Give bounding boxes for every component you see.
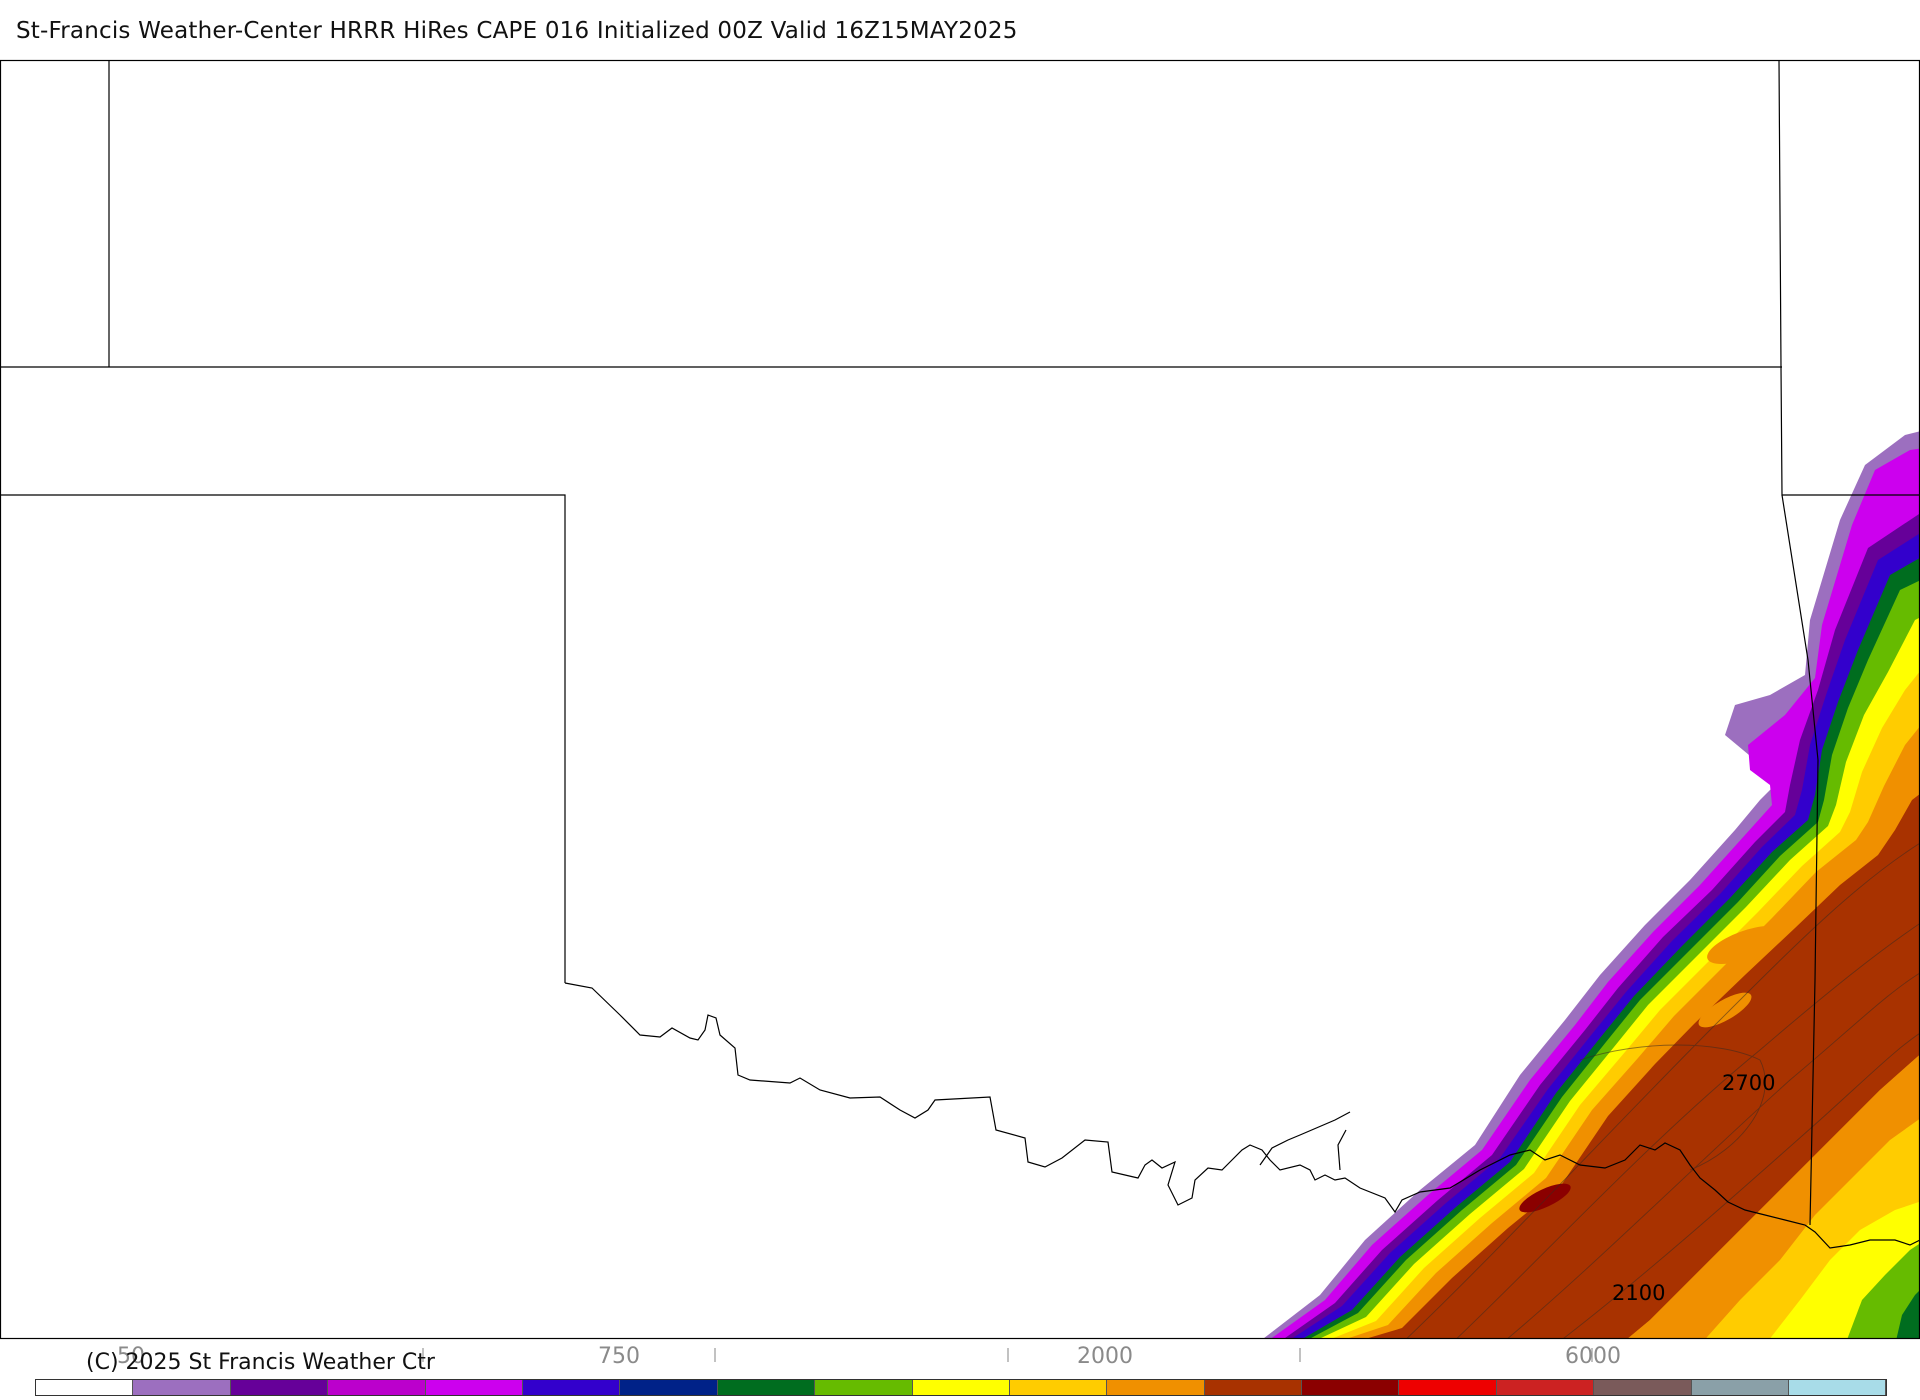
colorbar-swatch: [1399, 1380, 1497, 1395]
copyright-text: (C) 2025 St Francis Weather Ctr: [86, 1350, 435, 1375]
contour-label: 2700: [1722, 1071, 1775, 1095]
cape-band-rust: [1365, 793, 1920, 1339]
colorbar-swatch: [1204, 1380, 1303, 1395]
colorbar-swatch: [620, 1380, 718, 1395]
colorbar-swatch: [328, 1380, 426, 1395]
colorbar-tick-label: 2000: [1077, 1344, 1133, 1369]
cape-max-cell: [1519, 1183, 1571, 1213]
colorbar-swatch: [133, 1380, 231, 1395]
colorbar-swatch: [1009, 1380, 1108, 1395]
colorbar-swatch: [912, 1380, 1010, 1395]
colorbar-swatch: [36, 1380, 134, 1395]
colorbar-swatch: [815, 1380, 913, 1395]
cape-band-green-inner: [1896, 1290, 1920, 1339]
cape-fill-layer: [1262, 431, 1920, 1339]
contour-label: 2100: [1612, 1281, 1665, 1305]
colorbar-swatch: [230, 1380, 329, 1395]
colorbar-swatch: [1107, 1380, 1205, 1395]
cape-band-lightgreen-inner: [1847, 1243, 1920, 1339]
colorbar-swatch: [1691, 1380, 1790, 1395]
colorbar-swatch: [1789, 1380, 1887, 1395]
colorbar-swatch: [1496, 1380, 1595, 1395]
colorbar-swatch: [717, 1380, 816, 1395]
colorbar-tick-marks: [422, 1348, 1593, 1362]
colorbar-swatch: [425, 1380, 523, 1395]
red-river-border: [564, 982, 1920, 1249]
colorbar-tick-label: 50: [117, 1344, 145, 1369]
colorbar-swatch: [1594, 1380, 1692, 1395]
colorbar-tick-label: 750: [598, 1344, 640, 1369]
colorbar-swatch: [522, 1380, 621, 1395]
colorbar-tick-label: 6000: [1565, 1344, 1621, 1369]
colorbar-swatch: [1302, 1380, 1400, 1395]
cape-contour-lines: [1405, 842, 1920, 1339]
map-title: St-Francis Weather-Center HRRR HiRes CAP…: [16, 18, 1018, 44]
cape-colorbar: [35, 1379, 1888, 1396]
contour-labels: 2700 2100: [1612, 1071, 1775, 1305]
cape-orange-patch: [1707, 926, 1783, 964]
